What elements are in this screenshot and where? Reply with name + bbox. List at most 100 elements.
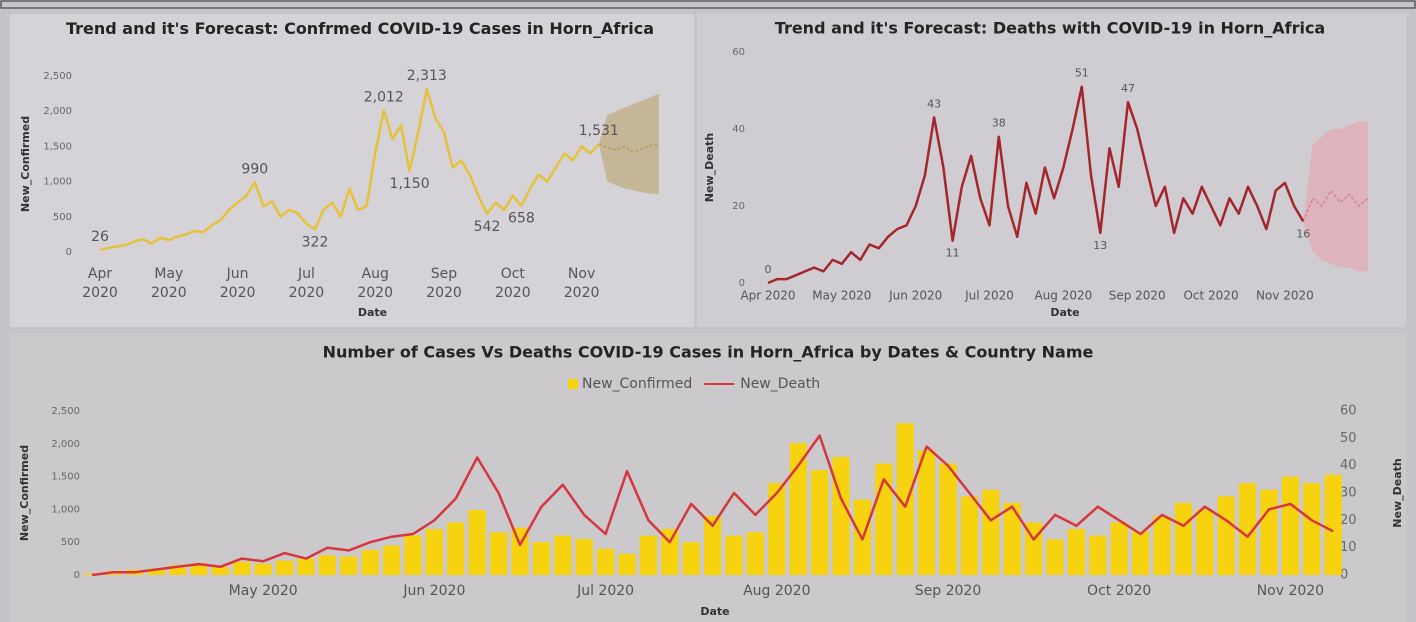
top-border	[0, 0, 1416, 9]
x-tick-label: Nov 2020	[1257, 583, 1324, 599]
panel	[10, 333, 1406, 622]
data-label: 11	[946, 247, 960, 260]
bar	[318, 555, 336, 575]
bar	[1196, 509, 1214, 575]
bar	[147, 568, 165, 575]
chart-title: Trend and it's Forecast: Deaths with COV…	[775, 19, 1325, 38]
bar	[1132, 531, 1150, 575]
x-tick-label: Jul 2020	[576, 583, 634, 599]
bar	[896, 423, 914, 575]
y-axis-title: New_Confirmed	[18, 445, 31, 541]
forecast-line	[598, 143, 660, 153]
chart-title: Number of Cases Vs Deaths COVID-19 Cases…	[323, 343, 1094, 362]
x-tick-label: Apr 2020	[82, 266, 118, 301]
forecast-band	[598, 93, 659, 195]
bar	[575, 538, 593, 575]
bar	[532, 542, 550, 575]
bar	[597, 548, 615, 575]
y-tick-label: 500	[53, 212, 72, 223]
bar	[340, 556, 358, 575]
bar	[939, 463, 957, 575]
y-tick-label: 20	[732, 201, 745, 212]
bar	[746, 532, 764, 575]
x-tick-label: May 2020	[229, 583, 298, 599]
x-tick-label: Oct 2020	[1183, 289, 1238, 303]
x-tick-label: Aug 2020	[1034, 289, 1092, 303]
bar	[639, 535, 657, 575]
y2-tick-label: 50	[1340, 431, 1357, 446]
legend-label: New_Confirmed	[582, 376, 692, 392]
bar	[725, 535, 743, 575]
y-tick-label: 0	[74, 570, 80, 581]
y2-tick-label: 20	[1340, 513, 1357, 528]
y-tick-label: 60	[732, 47, 745, 58]
data-label: 2,012	[364, 89, 404, 105]
bar	[490, 532, 508, 575]
bar	[1260, 489, 1278, 575]
bar	[918, 450, 936, 575]
x-tick-label: May 2020	[812, 289, 871, 303]
data-label: 38	[992, 117, 1006, 130]
bar	[361, 550, 379, 575]
bar	[982, 489, 1000, 575]
bar	[383, 545, 401, 575]
data-label: 658	[508, 211, 535, 227]
bar	[1303, 483, 1321, 575]
x-tick-label: Apr 2020	[740, 289, 795, 303]
bar	[1174, 502, 1192, 575]
y-tick-label: 500	[61, 537, 80, 548]
data-label: 43	[927, 97, 941, 110]
bar	[1324, 474, 1342, 575]
y-tick-label: 1,500	[43, 141, 72, 152]
bar	[1281, 476, 1299, 575]
y-axis-title: New_Death	[703, 133, 716, 202]
bar	[233, 561, 251, 575]
forecast-line	[1302, 189, 1369, 222]
data-label: 1,531	[579, 123, 619, 139]
x-axis-title: Date	[1050, 306, 1079, 319]
data-label: 542	[474, 219, 501, 235]
y2-axis-title: New_Death	[1391, 458, 1404, 527]
x-tick-label: Jun 2020	[402, 583, 465, 599]
y-tick-label: 2,500	[43, 71, 72, 82]
data-label: 16	[1296, 227, 1310, 240]
x-tick-label: Jul 2020	[964, 289, 1014, 303]
x-tick-label: Jun 2020	[888, 289, 942, 303]
line	[99, 87, 600, 252]
data-label: 0	[765, 263, 772, 276]
y2-tick-label: 40	[1340, 458, 1357, 473]
bar	[1003, 502, 1021, 575]
x-tick-label: May 2020	[150, 266, 187, 301]
y-tick-label: 0	[66, 247, 72, 258]
y-tick-label: 40	[732, 124, 745, 135]
bar	[1046, 539, 1064, 575]
bar	[447, 522, 465, 575]
bar	[297, 558, 315, 575]
chart-title: Trend and it's Forecast: Confrmed COVID-…	[65, 19, 655, 38]
line	[767, 85, 1305, 285]
bar	[190, 563, 208, 575]
bar	[404, 535, 422, 575]
y2-tick-label: 0	[1340, 568, 1348, 583]
y2-tick-label: 60	[1340, 404, 1357, 419]
bar	[425, 529, 443, 575]
data-label: 26	[91, 229, 109, 245]
bar	[1067, 529, 1085, 575]
y2-tick-label: 30	[1340, 486, 1357, 501]
data-label: 990	[241, 161, 268, 177]
bar	[211, 567, 229, 575]
y2-tick-label: 10	[1340, 540, 1357, 555]
data-label: 51	[1075, 67, 1089, 80]
bar	[1110, 522, 1128, 575]
bar	[1217, 496, 1235, 575]
bar	[704, 515, 722, 575]
bar	[1089, 535, 1107, 575]
bar	[169, 565, 187, 575]
x-tick-label: Aug 2020	[357, 266, 393, 301]
x-axis-title: Date	[358, 306, 387, 319]
x-tick-label: Oct 2020	[494, 266, 531, 301]
x-tick-label: Aug 2020	[743, 583, 810, 599]
bar	[661, 529, 679, 575]
